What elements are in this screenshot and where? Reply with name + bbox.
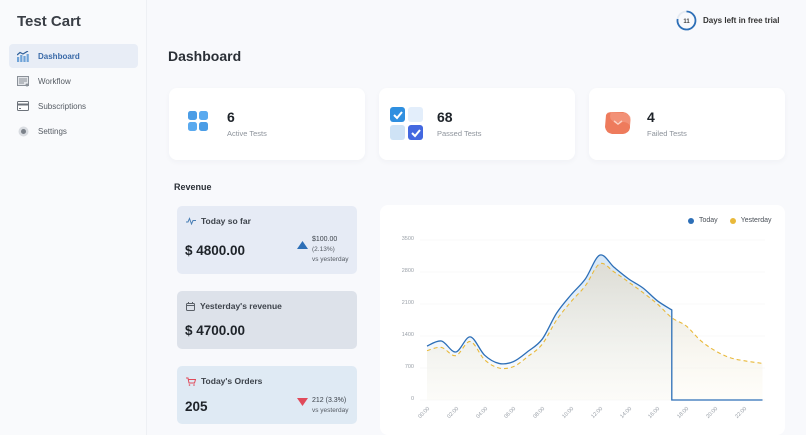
calendar-icon	[186, 301, 195, 311]
yesterday-revenue-value: $ 4700.00	[185, 323, 246, 338]
today-revenue-delta: $100.00 (2.13%) vs yesterday	[312, 236, 349, 263]
today-dot-icon	[688, 217, 694, 224]
stat-card-active-tests: 6 Active Tests	[169, 88, 365, 160]
yesterday-dot-icon	[729, 217, 736, 224]
sidebar-item-label: Subscriptions	[38, 101, 87, 111]
sidebar-item-label: Workflow	[38, 76, 71, 86]
trend-down-icon	[297, 398, 308, 406]
page-title: Dashboard	[168, 48, 242, 64]
failed-box-icon	[603, 110, 633, 136]
stat-label: Active Tests	[227, 129, 267, 138]
y-tick: 2800	[401, 268, 414, 274]
yesterday-revenue-card: Yesterday's revenue $ 4700.00	[177, 291, 357, 349]
sidebar-item-workflow[interactable]: Workflow	[9, 69, 138, 93]
svg-text:11: 11	[683, 19, 690, 25]
card-title: Today so far	[201, 216, 251, 226]
card-title: Today's Orders	[201, 376, 263, 386]
y-tick: 0	[410, 396, 414, 402]
stat-value: 4	[647, 109, 655, 125]
gear-icon	[17, 126, 29, 136]
stat-label: Passed Tests	[437, 129, 482, 138]
stat-value: 68	[437, 109, 453, 125]
today-revenue-value: $ 4800.00	[185, 243, 246, 258]
legend-yesterday[interactable]: Yesterday	[729, 217, 772, 224]
today-orders-value: 205	[185, 399, 208, 414]
checkbox-icon	[389, 106, 425, 142]
legend-today[interactable]: Today	[688, 217, 718, 224]
card-header: Today so far	[186, 216, 251, 226]
stat-card-passed-tests: 68 Passed Tests	[379, 88, 575, 160]
chart-icon	[17, 50, 29, 62]
y-tick: 1400	[401, 332, 414, 338]
stat-card-failed-tests: 4 Failed Tests	[589, 88, 785, 160]
progress-ring-icon: 11	[676, 10, 697, 31]
today-orders-delta: 212 (3.3%) vs yesterday	[312, 397, 349, 414]
revenue-section-title: Revenue	[174, 182, 212, 192]
trial-label: Days left in free trial	[703, 16, 780, 25]
stat-value: 6	[227, 109, 235, 125]
workflow-icon	[17, 75, 29, 86]
sidebar-item-label: Dashboard	[38, 51, 80, 61]
grid-icon	[187, 110, 209, 132]
brand-title: Test Cart	[17, 13, 81, 30]
pulse-icon	[186, 217, 196, 225]
chart-legend: Today Yesterday	[688, 217, 784, 224]
sidebar-item-subscriptions[interactable]: Subscriptions	[9, 94, 138, 118]
today-revenue-card: Today so far $ 4800.00 $100.00 (2.13%) v…	[177, 206, 357, 274]
sidebar-item-label: Settings	[38, 126, 67, 136]
credit-card-icon	[17, 101, 29, 111]
card-title: Yesterday's revenue	[200, 301, 282, 311]
trend-up-icon	[297, 241, 308, 249]
sidebar-item-settings[interactable]: Settings	[9, 119, 138, 143]
today-orders-card: Today's Orders 205 212 (3.3%) vs yesterd…	[177, 366, 357, 424]
stat-label: Failed Tests	[647, 129, 687, 138]
y-tick: 2100	[401, 300, 414, 306]
sidebar-item-dashboard[interactable]: Dashboard	[9, 44, 138, 68]
sidebar: Test Cart Dashboard Workflow Subscriptio…	[0, 0, 147, 435]
sidebar-nav: Dashboard Workflow Subscriptions Setting…	[9, 44, 138, 144]
card-header: Today's Orders	[186, 376, 262, 386]
cart-icon	[186, 377, 196, 386]
card-header: Yesterday's revenue	[186, 301, 282, 311]
trial-indicator[interactable]: 11 Days left in free trial	[676, 10, 779, 31]
y-tick: 3500	[401, 236, 414, 242]
y-tick: 700	[404, 364, 414, 370]
